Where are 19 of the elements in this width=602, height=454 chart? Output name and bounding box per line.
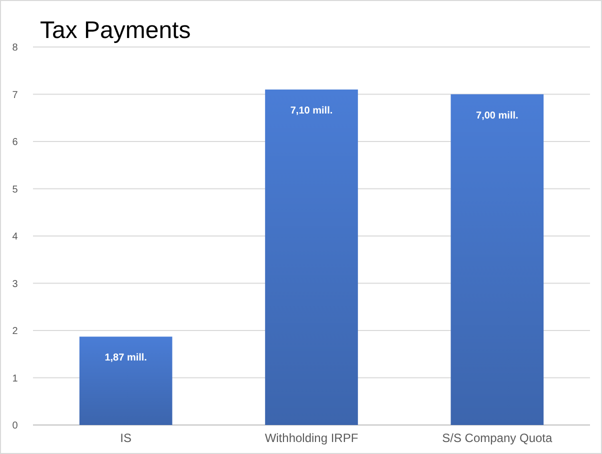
- y-tick-label: 7: [12, 90, 18, 101]
- y-tick-label: 0: [12, 420, 18, 432]
- y-tick-label: 5: [12, 184, 18, 196]
- bar: [265, 90, 358, 425]
- y-tick-label: 6: [12, 137, 18, 148]
- data-label: 7,10 mill.: [290, 106, 333, 117]
- bar: [450, 94, 544, 425]
- y-tick-label: 8: [12, 42, 18, 54]
- chart-title: Tax Payments: [40, 17, 191, 44]
- y-tick-label: 2: [12, 326, 18, 337]
- bar: [79, 336, 172, 425]
- y-tick-label: 4: [12, 232, 18, 242]
- x-tick-label: IS: [120, 431, 132, 445]
- y-tick-label: 1: [12, 373, 18, 384]
- x-tick-label: S/S Company Quota: [442, 431, 553, 445]
- x-tick-label: Withholding IRPF: [264, 431, 358, 445]
- data-label: 7,00 mill.: [476, 110, 519, 122]
- y-tick-label: 3: [12, 278, 18, 290]
- data-label: 1,87 mill.: [104, 352, 148, 364]
